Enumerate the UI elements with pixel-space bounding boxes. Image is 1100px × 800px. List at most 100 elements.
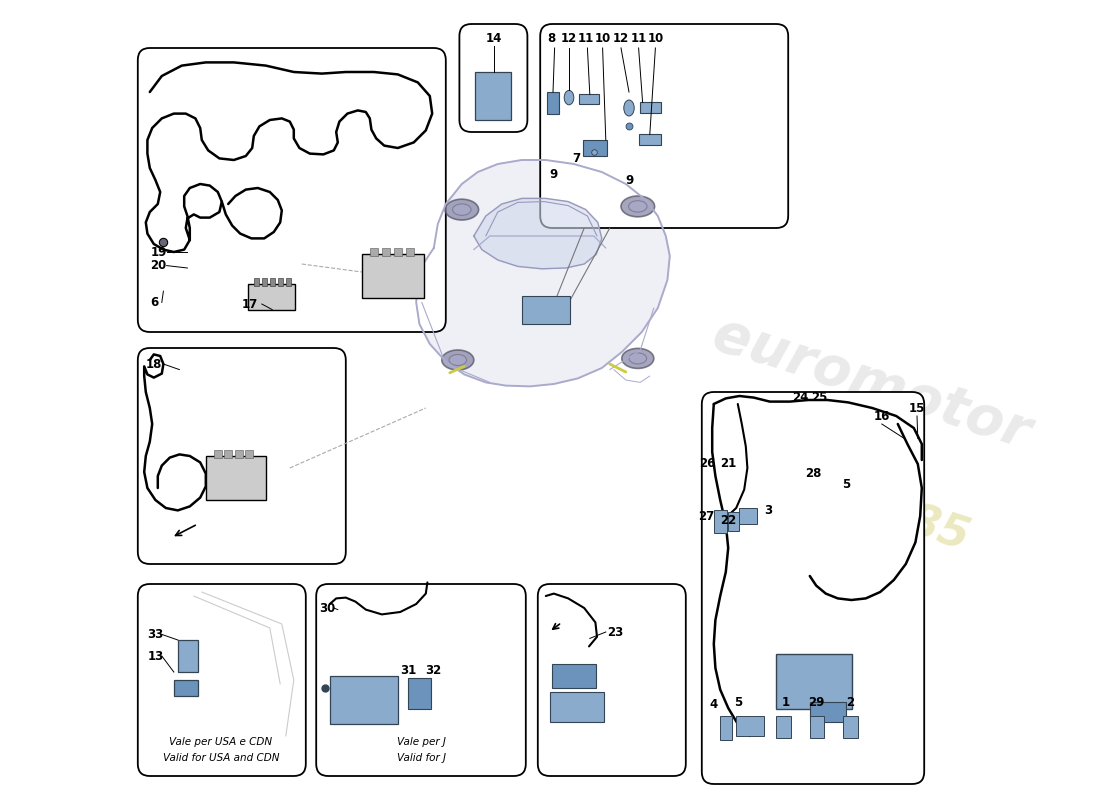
- FancyBboxPatch shape: [138, 348, 345, 564]
- Bar: [521, 296, 570, 324]
- Text: Vale per J: Vale per J: [397, 738, 446, 747]
- Text: 33: 33: [147, 628, 164, 641]
- Text: 9: 9: [550, 168, 558, 181]
- Text: 32: 32: [426, 664, 442, 677]
- Bar: [640, 102, 661, 113]
- Text: Valid for J: Valid for J: [396, 754, 446, 763]
- Bar: [639, 134, 661, 145]
- Polygon shape: [474, 198, 602, 269]
- Bar: [394, 248, 402, 256]
- Text: 16: 16: [873, 410, 890, 422]
- Text: 17: 17: [242, 298, 258, 310]
- Text: 23: 23: [607, 626, 624, 638]
- Bar: [249, 284, 295, 310]
- Bar: [382, 248, 389, 256]
- Ellipse shape: [621, 196, 654, 217]
- Bar: [224, 450, 232, 458]
- Text: 11: 11: [578, 32, 594, 45]
- Bar: [580, 94, 600, 104]
- Bar: [178, 640, 198, 672]
- Text: 29: 29: [808, 696, 824, 709]
- Bar: [777, 654, 852, 709]
- Text: 12: 12: [613, 32, 629, 45]
- Text: 5: 5: [842, 478, 850, 490]
- Bar: [810, 716, 824, 738]
- Text: 19: 19: [151, 246, 167, 258]
- Text: 28: 28: [805, 467, 822, 480]
- Bar: [728, 512, 739, 531]
- Bar: [206, 456, 266, 500]
- Bar: [254, 278, 258, 286]
- Text: 8: 8: [548, 32, 556, 45]
- Ellipse shape: [449, 354, 466, 366]
- Text: 12: 12: [561, 32, 578, 45]
- Text: 6: 6: [151, 296, 158, 309]
- Text: 31: 31: [400, 664, 416, 677]
- Text: 1: 1: [782, 696, 790, 709]
- Text: since 1985: since 1985: [706, 434, 976, 558]
- Text: 30: 30: [319, 602, 336, 614]
- FancyBboxPatch shape: [538, 584, 685, 776]
- Text: 22: 22: [720, 514, 736, 526]
- Text: 27: 27: [697, 510, 714, 522]
- Ellipse shape: [621, 349, 653, 368]
- Text: Valid for USA and CDN: Valid for USA and CDN: [163, 754, 279, 763]
- Ellipse shape: [628, 201, 647, 212]
- Text: Vale per USA e CDN: Vale per USA e CDN: [169, 738, 273, 747]
- Bar: [262, 278, 266, 286]
- Text: 2: 2: [846, 696, 854, 709]
- Text: 11: 11: [630, 32, 647, 45]
- Bar: [362, 254, 425, 298]
- Text: 4: 4: [710, 698, 718, 710]
- Text: 24: 24: [792, 391, 808, 404]
- Bar: [278, 278, 283, 286]
- Text: euromotor: euromotor: [706, 307, 1037, 461]
- Ellipse shape: [442, 350, 474, 370]
- Bar: [475, 72, 512, 120]
- FancyBboxPatch shape: [138, 584, 306, 776]
- Bar: [720, 716, 733, 740]
- Text: 10: 10: [647, 32, 663, 45]
- FancyBboxPatch shape: [702, 392, 924, 784]
- Bar: [370, 248, 377, 256]
- FancyBboxPatch shape: [316, 584, 526, 776]
- Text: 15: 15: [909, 402, 925, 414]
- Ellipse shape: [624, 100, 635, 116]
- Text: 21: 21: [720, 458, 736, 470]
- Bar: [583, 140, 607, 156]
- Bar: [286, 278, 290, 286]
- Ellipse shape: [446, 199, 478, 220]
- Text: 14: 14: [485, 32, 502, 45]
- Bar: [245, 450, 253, 458]
- Bar: [406, 248, 414, 256]
- Text: 13: 13: [147, 650, 164, 662]
- Bar: [213, 450, 222, 458]
- Text: 25: 25: [811, 391, 827, 404]
- Text: 5: 5: [734, 696, 741, 709]
- Text: 18: 18: [145, 358, 162, 370]
- Bar: [810, 702, 846, 722]
- Bar: [550, 692, 604, 722]
- Bar: [408, 678, 430, 709]
- Bar: [270, 278, 275, 286]
- Bar: [174, 680, 198, 696]
- Text: 10: 10: [594, 32, 610, 45]
- Bar: [330, 676, 398, 724]
- FancyBboxPatch shape: [540, 24, 789, 228]
- Bar: [714, 510, 727, 533]
- Polygon shape: [416, 160, 670, 386]
- Bar: [547, 92, 560, 114]
- Text: 26: 26: [700, 458, 716, 470]
- Bar: [777, 716, 791, 738]
- Ellipse shape: [564, 90, 574, 105]
- Bar: [844, 716, 858, 738]
- FancyBboxPatch shape: [138, 48, 446, 332]
- Bar: [234, 450, 243, 458]
- Bar: [552, 664, 596, 688]
- Text: 20: 20: [151, 259, 167, 272]
- Text: 7: 7: [572, 152, 581, 165]
- Text: 3: 3: [764, 504, 772, 517]
- Text: 9: 9: [625, 174, 634, 186]
- Bar: [736, 716, 764, 736]
- Ellipse shape: [452, 204, 471, 215]
